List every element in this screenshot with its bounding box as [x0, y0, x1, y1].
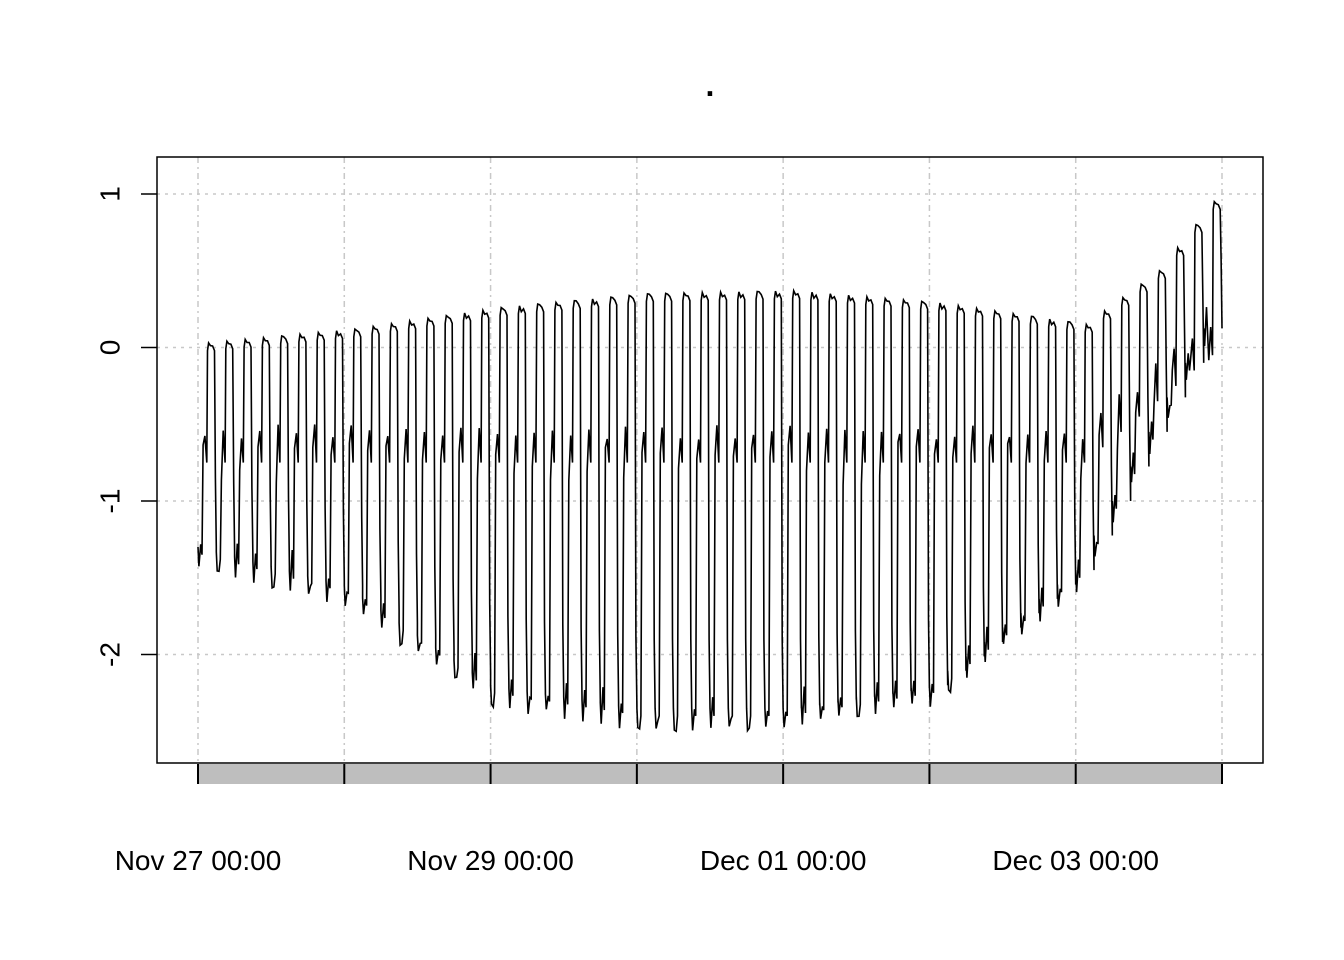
y-tick-label: 1 — [94, 186, 125, 202]
y-axis: 1 0 -1 -2 — [94, 186, 157, 667]
series-line — [197, 199, 1223, 733]
x-axis-band — [198, 764, 1222, 784]
x-tick-label: Nov 27 00:00 — [115, 845, 282, 876]
chart-title: . — [706, 67, 715, 103]
x-axis: Nov 27 00:00 Nov 29 00:00 Dec 01 00:00 Dec … — [115, 764, 1223, 876]
series-group — [197, 199, 1223, 733]
x-tick-label: Dec 03 00:00 — [992, 845, 1159, 876]
grid — [157, 157, 1263, 763]
x-tick-label: Nov 29 00:00 — [407, 845, 574, 876]
y-tick-label: -2 — [94, 642, 125, 667]
y-tick-label: -1 — [94, 489, 125, 514]
plot-frame — [156, 156, 1264, 764]
x-tick-label: Dec 01 00:00 — [700, 845, 867, 876]
y-tick-label: 0 — [94, 340, 125, 356]
